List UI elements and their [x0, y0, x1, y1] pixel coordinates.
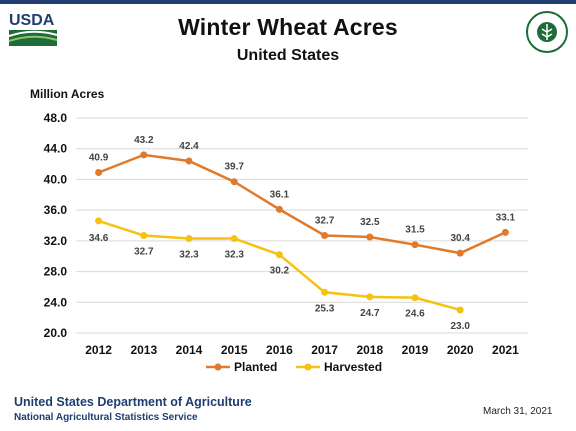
- data-label-planted: 39.7: [224, 162, 244, 173]
- data-point-planted: [230, 178, 238, 186]
- legend-label-harvested: Harvested: [324, 360, 382, 374]
- y-tick-label: 40.0: [44, 172, 68, 186]
- x-tick-label: 2012: [85, 343, 112, 357]
- y-tick-label: 20.0: [44, 326, 68, 340]
- legend-marker-planted: [214, 363, 222, 371]
- y-tick-label: 48.0: [44, 111, 68, 125]
- y-tick-label: 28.0: [44, 265, 68, 279]
- data-label-planted: 42.4: [179, 141, 199, 152]
- data-label-harvested: 23.0: [450, 321, 470, 332]
- x-tick-label: 2019: [402, 343, 429, 357]
- y-tick-label: 44.0: [44, 142, 68, 156]
- data-label-harvested: 24.6: [405, 309, 425, 320]
- x-tick-label: 2021: [492, 343, 519, 357]
- data-label-harvested: 32.3: [224, 250, 244, 261]
- data-label-planted: 32.7: [315, 215, 335, 226]
- data-point-planted: [456, 249, 464, 257]
- series-line-planted: [98, 153, 506, 255]
- data-point-harvested: [230, 235, 238, 243]
- data-label-harvested: 32.3: [179, 250, 199, 261]
- footer-organization: United States Department of Agriculture: [14, 395, 252, 409]
- data-label-harvested: 24.7: [360, 308, 380, 319]
- data-label-harvested: 34.6: [89, 233, 109, 244]
- x-tick-label: 2016: [266, 343, 293, 357]
- data-point-harvested: [95, 217, 103, 225]
- data-label-planted: 40.9: [89, 153, 109, 164]
- data-label-harvested: 32.7: [134, 246, 154, 257]
- data-point-planted: [275, 205, 283, 213]
- x-tick-label: 2018: [356, 343, 383, 357]
- usda-logo: USDA: [8, 12, 58, 46]
- x-tick-label: 2020: [447, 343, 474, 357]
- data-point-harvested: [140, 231, 148, 239]
- data-point-harvested: [366, 293, 374, 301]
- x-tick-label: 2017: [311, 343, 338, 357]
- data-point-harvested: [275, 251, 283, 259]
- data-label-planted: 32.5: [360, 217, 380, 228]
- data-point-planted: [95, 169, 103, 177]
- y-tick-label: 36.0: [44, 203, 68, 217]
- data-point-planted: [366, 233, 374, 241]
- data-point-harvested: [185, 235, 193, 243]
- x-tick-label: 2015: [221, 343, 248, 357]
- x-tick-label: 2014: [176, 343, 203, 357]
- data-point-harvested: [456, 306, 464, 314]
- data-label-planted: 30.4: [450, 233, 470, 244]
- data-point-planted: [411, 241, 419, 249]
- data-label-planted: 31.5: [405, 225, 425, 236]
- data-point-planted: [501, 228, 509, 236]
- data-label-harvested: 25.3: [315, 303, 335, 314]
- data-point-harvested: [321, 288, 329, 296]
- data-label-planted: 36.1: [270, 189, 290, 200]
- y-axis-label: Million Acres: [30, 87, 105, 101]
- x-tick-label: 2013: [130, 343, 157, 357]
- data-point-planted: [321, 231, 329, 239]
- data-point-harvested: [411, 294, 419, 302]
- y-tick-label: 24.0: [44, 295, 68, 309]
- legend-label-planted: Planted: [234, 360, 277, 374]
- usda-logo-text: USDA: [9, 12, 55, 29]
- data-label-harvested: 30.2: [270, 266, 290, 277]
- agriculture-counts-seal-icon: [526, 11, 568, 53]
- data-label-planted: 33.1: [496, 212, 516, 223]
- data-point-planted: [140, 151, 148, 159]
- data-label-planted: 43.2: [134, 135, 154, 146]
- data-point-planted: [185, 157, 193, 165]
- y-tick-label: 32.0: [44, 234, 68, 248]
- chart-subtitle: United States: [236, 47, 340, 64]
- chart-title: Winter Wheat Acres: [178, 14, 398, 40]
- footer-date: March 31, 2021: [483, 406, 553, 417]
- footer-suborganization: National Agricultural Statistics Service: [14, 412, 198, 423]
- legend-marker-harvested: [304, 363, 312, 371]
- top-accent-bar: [0, 0, 576, 4]
